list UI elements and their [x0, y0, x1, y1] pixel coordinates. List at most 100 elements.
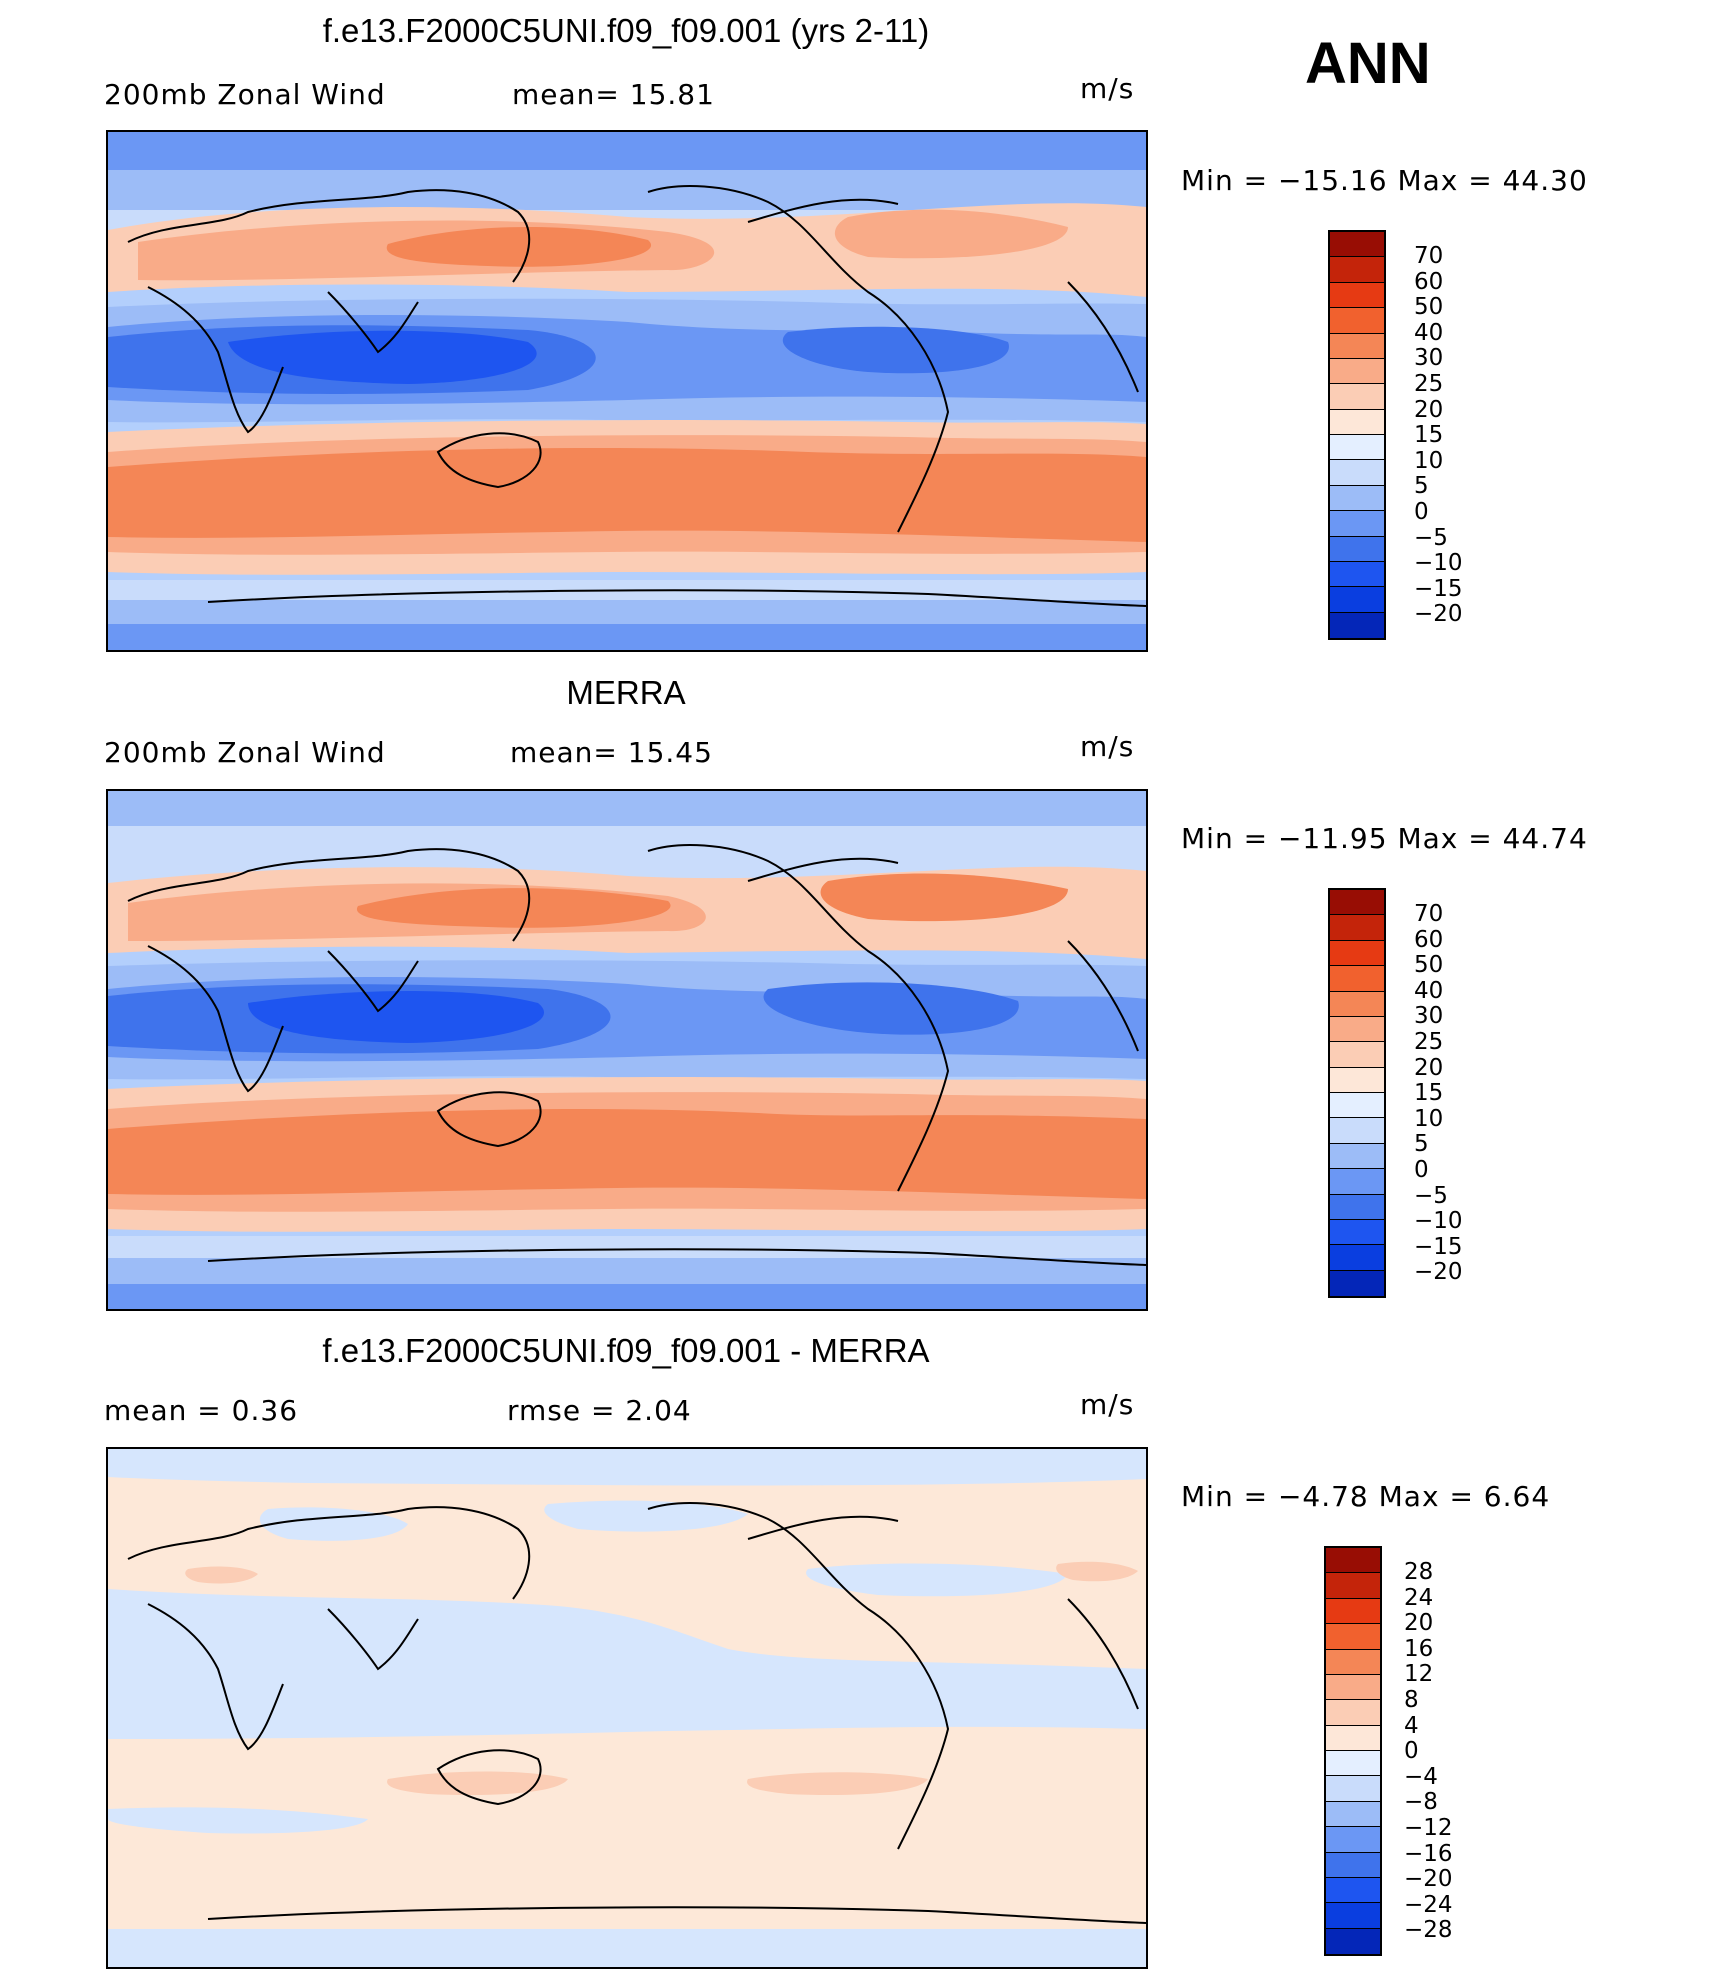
colorbar-label: 60 — [1414, 268, 1444, 295]
colorbar-label: 5 — [1414, 1131, 1429, 1158]
colorbar-swatch — [1330, 1067, 1384, 1093]
colorbar-swatch — [1330, 358, 1384, 385]
colorbar-swatch — [1330, 511, 1384, 537]
colorbar-swatch — [1330, 966, 1384, 992]
colorbar-swatch — [1326, 1649, 1380, 1675]
panel1-minmax: Min = −15.16 Max = 44.30 — [1181, 164, 1588, 197]
panel2-colorbar — [1328, 888, 1386, 1298]
colorbar-label: 60 — [1414, 926, 1444, 953]
colorbar-label: 0 — [1414, 498, 1429, 525]
panel2-colorbar-labels: 70 60 50 40 30 25 20 15 10 5 0 −5 −10 −15 −20 — [1414, 901, 1463, 1286]
colorbar-label: −28 — [1404, 1917, 1453, 1944]
colorbar-swatch — [1326, 1903, 1380, 1929]
colorbar-label: −15 — [1414, 1233, 1463, 1260]
colorbar-label: 10 — [1414, 447, 1444, 474]
colorbar-swatch — [1326, 1776, 1380, 1802]
colorbar-label: −16 — [1404, 1840, 1453, 1867]
colorbar-label: −8 — [1404, 1789, 1438, 1816]
colorbar-label: 20 — [1414, 396, 1444, 423]
colorbar-swatch — [1326, 1725, 1380, 1751]
colorbar-label: 10 — [1414, 1105, 1444, 1132]
panel3-rmse-label: rmse = 2.04 — [507, 1394, 692, 1427]
colorbar-label: 30 — [1414, 345, 1444, 372]
panel2-minmax: Min = −11.95 Max = 44.74 — [1181, 822, 1588, 855]
panel2-title: MERRA — [566, 674, 686, 711]
panel1-colorbar — [1328, 230, 1386, 640]
colorbar-swatch — [1326, 1827, 1380, 1853]
colorbar-swatch — [1330, 1016, 1384, 1043]
colorbar-label: 4 — [1404, 1712, 1419, 1739]
panel3-mean-label: mean = 0.36 — [104, 1394, 299, 1427]
panel3-colorbar-labels: 28 24 20 16 12 8 4 0 −4 −8 −12 −16 −20 −24 −28 — [1404, 1559, 1453, 1944]
panel1-title: f.e13.F2000C5UNI.f09_f09.001 (yrs 2-11) — [322, 12, 930, 49]
colorbar-swatch — [1326, 1751, 1380, 1777]
colorbar-label: 0 — [1414, 1156, 1429, 1183]
colorbar-label: 20 — [1414, 1054, 1444, 1081]
colorbar-swatch — [1330, 536, 1384, 562]
colorbar-swatch — [1326, 1801, 1380, 1828]
colorbar-swatch — [1330, 1219, 1384, 1246]
panel2-mean-label: mean= 15.45 — [510, 736, 713, 769]
panel1-colorbar-labels: 70 60 50 40 30 25 20 15 10 5 0 −5 −10 −15 −20 — [1414, 243, 1463, 628]
colorbar-label: −4 — [1404, 1763, 1438, 1790]
colorbar-label: 50 — [1414, 294, 1444, 321]
colorbar-label: −10 — [1414, 550, 1463, 577]
colorbar-label: −24 — [1404, 1891, 1453, 1918]
colorbar-swatch — [1330, 587, 1384, 613]
colorbar-swatch — [1326, 1548, 1380, 1574]
colorbar-swatch — [1330, 612, 1384, 638]
panel3-title: f.e13.F2000C5UNI.f09_f09.001 - MERRA — [322, 1332, 930, 1369]
colorbar-label: 24 — [1404, 1584, 1434, 1611]
colorbar-swatch — [1330, 1194, 1384, 1220]
colorbar-label: 70 — [1414, 901, 1444, 927]
colorbar-label: 15 — [1414, 1080, 1444, 1107]
colorbar-swatch — [1330, 333, 1384, 359]
colorbar-swatch — [1330, 1245, 1384, 1271]
panel1-mean-label: mean= 15.81 — [512, 78, 715, 111]
colorbar-swatch — [1330, 282, 1384, 309]
colorbar-swatch — [1326, 1877, 1380, 1904]
colorbar-label: 40 — [1414, 977, 1444, 1004]
colorbar-swatch — [1330, 1118, 1384, 1144]
panel3-minmax: Min = −4.78 Max = 6.64 — [1181, 1480, 1551, 1513]
colorbar-label: 12 — [1404, 1661, 1434, 1688]
colorbar-swatch — [1326, 1700, 1380, 1726]
colorbar-swatch — [1326, 1598, 1380, 1625]
colorbar-swatch — [1326, 1573, 1380, 1599]
colorbar-label: 28 — [1404, 1559, 1434, 1585]
panel1-map — [106, 130, 1148, 652]
colorbar-label: −20 — [1414, 1259, 1463, 1286]
colorbar-swatch — [1330, 890, 1384, 916]
colorbar-swatch — [1330, 460, 1384, 486]
colorbar-swatch — [1330, 232, 1384, 258]
colorbar-swatch — [1330, 915, 1384, 941]
colorbar-label: 5 — [1414, 473, 1429, 500]
colorbar-swatch — [1330, 1169, 1384, 1195]
colorbar-label: 50 — [1414, 952, 1444, 979]
colorbar-swatch — [1330, 1143, 1384, 1170]
colorbar-label: 0 — [1404, 1738, 1419, 1765]
colorbar-swatch — [1330, 384, 1384, 410]
colorbar-label: −10 — [1414, 1208, 1463, 1235]
colorbar-label: 15 — [1414, 422, 1444, 449]
panel2-variable-label: 200mb Zonal Wind — [104, 736, 386, 769]
panel3-colorbar — [1324, 1546, 1382, 1956]
panel1-variable-label: 200mb Zonal Wind — [104, 78, 386, 111]
colorbar-swatch — [1330, 940, 1384, 967]
colorbar-label: 70 — [1414, 243, 1444, 269]
season-label: ANN — [1305, 31, 1431, 96]
colorbar-label: −20 — [1414, 601, 1463, 628]
colorbar-swatch — [1330, 1042, 1384, 1068]
colorbar-label: 20 — [1404, 1610, 1434, 1637]
colorbar-swatch — [1330, 561, 1384, 588]
colorbar-label: 25 — [1414, 370, 1444, 397]
panel3-map — [106, 1447, 1148, 1969]
colorbar-label: −12 — [1404, 1814, 1453, 1841]
colorbar-label: −15 — [1414, 575, 1463, 602]
colorbar-label: −5 — [1414, 524, 1448, 551]
colorbar-label: 16 — [1404, 1635, 1434, 1662]
panel3-units-label: m/s — [1080, 1388, 1135, 1421]
colorbar-swatch — [1326, 1852, 1380, 1878]
colorbar-swatch — [1330, 485, 1384, 512]
colorbar-swatch — [1330, 409, 1384, 435]
